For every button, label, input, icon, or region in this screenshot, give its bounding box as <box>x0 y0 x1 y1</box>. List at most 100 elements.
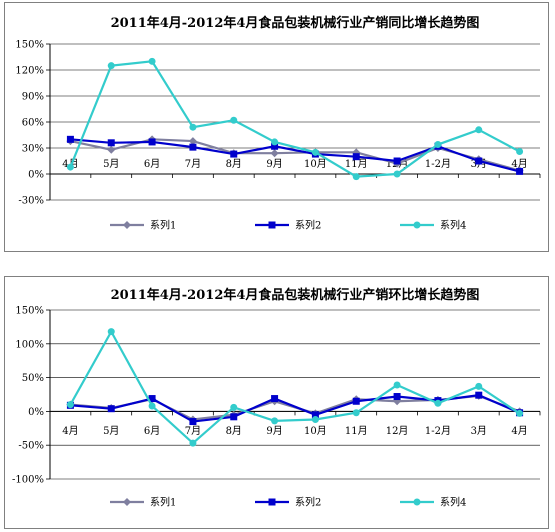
data-point <box>352 397 360 405</box>
data-point <box>66 163 74 171</box>
legend-swatch-marker <box>268 221 276 229</box>
data-point <box>393 170 401 178</box>
x-tick-label: 5月 <box>103 158 119 170</box>
data-point <box>475 157 483 165</box>
x-tick-label: 7月 <box>185 158 201 170</box>
data-point <box>188 137 197 146</box>
data-point <box>230 403 238 411</box>
y-tick-label: 0% <box>28 407 44 418</box>
data-point <box>230 413 238 421</box>
data-point <box>475 126 483 134</box>
data-point <box>107 139 115 147</box>
chart-title: 2011年4月-2012年4月食品包装机械行业产销环比增长趋势图 <box>111 287 480 303</box>
y-tick-label: 30% <box>22 144 44 155</box>
data-point <box>352 153 360 161</box>
data-point <box>271 395 279 403</box>
legend-item: 系列1 <box>110 496 176 509</box>
x-tick-label: 10月 <box>304 425 327 437</box>
data-point <box>107 328 115 336</box>
data-point <box>475 382 483 390</box>
x-tick-label: 3月 <box>471 425 487 437</box>
x-tick-label: 1-2月 <box>425 158 451 170</box>
legend-item: 系列4 <box>400 219 466 232</box>
data-point <box>66 401 74 409</box>
data-point <box>189 123 197 131</box>
x-tick-label: 12月 <box>386 425 409 437</box>
data-point <box>516 147 524 155</box>
legend-item: 系列2 <box>255 496 321 509</box>
data-point <box>311 411 319 419</box>
data-point <box>516 167 524 175</box>
legend-label: 系列4 <box>440 496 466 509</box>
data-point <box>189 143 197 151</box>
y-tick-label: 150% <box>15 306 44 317</box>
x-tick-label: 8月 <box>226 158 242 170</box>
series-line <box>70 138 520 172</box>
data-point <box>271 138 279 146</box>
data-point <box>107 62 115 70</box>
chart-mom: 2011年4月-2012年4月食品包装机械行业产销环比增长趋势图 150% 100%… <box>12 287 541 509</box>
legend-swatch-marker <box>268 498 276 506</box>
legend-item: 系列1 <box>110 219 176 232</box>
legend-label: 系列4 <box>440 219 466 232</box>
data-point <box>107 145 116 154</box>
legend-swatch-marker <box>123 221 131 229</box>
data-point <box>148 395 156 403</box>
x-tick-label: 4月 <box>62 425 78 437</box>
legend-item: 系列4 <box>400 496 466 509</box>
chart-panel-yoy: 2011年4月-2012年4月食品包装机械行业产销同比增长趋势图 150% 120%… <box>4 2 549 252</box>
data-point <box>107 405 115 413</box>
series-2 <box>66 135 524 175</box>
legend-swatch-marker <box>123 498 131 506</box>
y-tick-label: -30% <box>18 196 44 207</box>
data-point <box>271 417 279 425</box>
legend-label: 系列1 <box>150 219 176 232</box>
x-tick-label: 11月 <box>345 158 368 170</box>
x-tick-label: 7月 <box>185 425 201 437</box>
x-tick-label: 9月 <box>266 158 282 170</box>
chart-yoy: 2011年4月-2012年4月食品包装机械行业产销同比增长趋势图 150% 120%… <box>15 15 541 232</box>
data-point <box>434 141 442 149</box>
data-point <box>393 381 401 389</box>
series-line <box>69 329 521 445</box>
y-tick-label: 0% <box>28 170 44 181</box>
chart-panel-mom: 2011年4月-2012年4月食品包装机械行业产销环比增长趋势图 150% 100%… <box>4 276 549 529</box>
data-point <box>352 409 360 417</box>
legend-label: 系列1 <box>150 496 176 509</box>
data-point <box>393 393 401 401</box>
y-tick-label: 150% <box>15 40 44 51</box>
legend-swatch-marker <box>413 498 421 506</box>
x-tick-label: 6月 <box>144 425 160 437</box>
data-point <box>148 402 156 410</box>
data-point <box>230 116 238 124</box>
x-tick-label: 9月 <box>266 425 282 437</box>
y-tick-label: 60% <box>22 118 44 129</box>
data-point <box>311 148 319 156</box>
y-tick-label: 100% <box>15 339 44 350</box>
x-tick-label: 8月 <box>226 425 242 437</box>
legend-label: 系列2 <box>295 219 321 232</box>
data-point <box>271 142 279 150</box>
series-line <box>70 138 520 173</box>
data-point <box>270 149 279 158</box>
data-point <box>230 150 238 158</box>
data-point <box>148 138 156 146</box>
y-tick-label: -100% <box>12 475 44 486</box>
y-tick-label: 120% <box>15 66 44 77</box>
data-point <box>393 157 401 165</box>
data-point <box>311 416 319 424</box>
x-tick-label: 6月 <box>144 158 160 170</box>
data-point <box>475 391 483 399</box>
data-point <box>434 399 442 407</box>
x-tick-label: 1-2月 <box>425 425 451 437</box>
series-3 <box>66 328 524 447</box>
legend-swatch-marker <box>413 221 421 229</box>
chart-title: 2011年4月-2012年4月食品包装机械行业产销同比增长趋势图 <box>111 15 480 31</box>
data-point <box>66 135 74 143</box>
x-tick-label: 11月 <box>345 425 368 437</box>
data-point <box>516 409 524 417</box>
x-tick-label: 4月 <box>511 158 527 170</box>
series-line <box>69 60 521 178</box>
y-tick-label: 50% <box>22 373 44 384</box>
series-3 <box>66 57 524 181</box>
